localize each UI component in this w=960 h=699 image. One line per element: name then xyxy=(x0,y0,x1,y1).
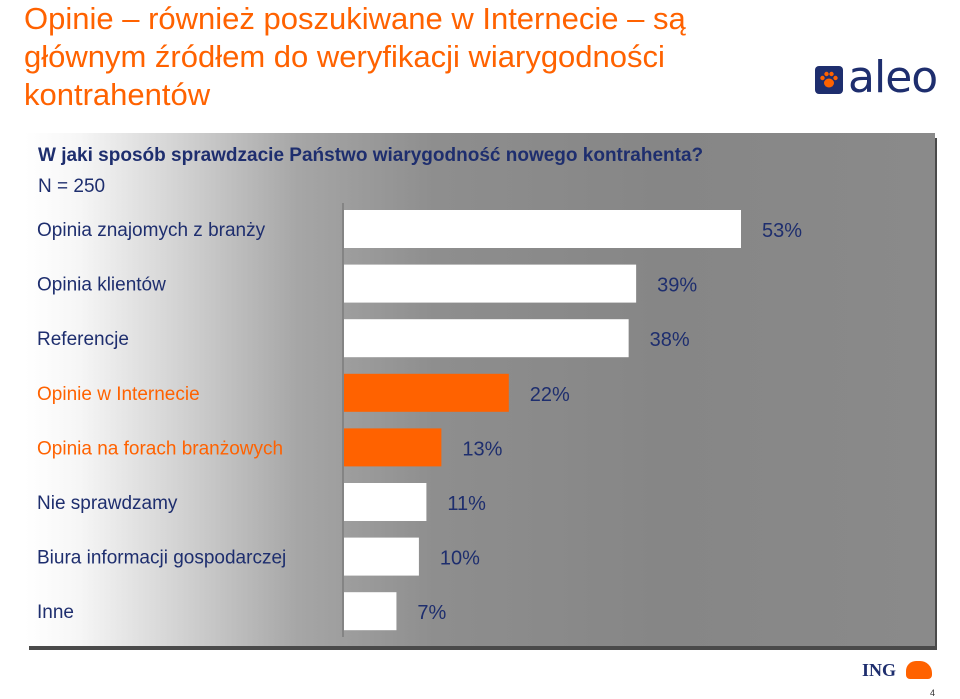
category-label: Opinie w Internecie xyxy=(37,384,200,405)
value-label: 11% xyxy=(447,493,486,515)
bar xyxy=(344,210,741,248)
value-label: 10% xyxy=(440,548,480,570)
lion-icon xyxy=(906,661,932,679)
bar xyxy=(344,319,629,358)
ing-logo: ING xyxy=(862,660,942,682)
paw-icon xyxy=(815,66,843,94)
page-number: 4 xyxy=(930,688,936,698)
aleo-logo: aleo xyxy=(815,54,940,102)
sample-size: N = 250 xyxy=(38,176,106,197)
category-label: Inne xyxy=(37,602,74,623)
category-label: Biura informacji gospodarczej xyxy=(37,548,286,569)
category-label: Referencje xyxy=(37,329,129,350)
value-label: 53% xyxy=(762,220,802,242)
bar xyxy=(344,592,397,631)
category-label: Nie sprawdzamy xyxy=(37,493,178,514)
category-label: Opinia znajomych z branży xyxy=(37,220,266,241)
category-label: Opinia na forach branżowych xyxy=(37,438,283,459)
bar xyxy=(344,373,509,412)
category-label: Opinia klientów xyxy=(37,275,166,296)
bar xyxy=(344,483,427,521)
value-label: 39% xyxy=(657,275,697,297)
bar xyxy=(344,264,637,303)
aleo-logo-text: aleo xyxy=(848,52,938,103)
bar xyxy=(344,428,442,467)
value-label: 22% xyxy=(530,384,570,406)
survey-question: W jaki sposób sprawdzacie Państwo wiaryg… xyxy=(38,145,704,166)
ing-logo-text: ING xyxy=(862,660,897,680)
value-label: 38% xyxy=(650,329,690,351)
bar xyxy=(344,537,419,576)
value-label: 13% xyxy=(462,438,502,460)
value-label: 7% xyxy=(417,602,446,624)
slide-title: Opinie – również poszukiwane w Interneci… xyxy=(24,1,686,112)
